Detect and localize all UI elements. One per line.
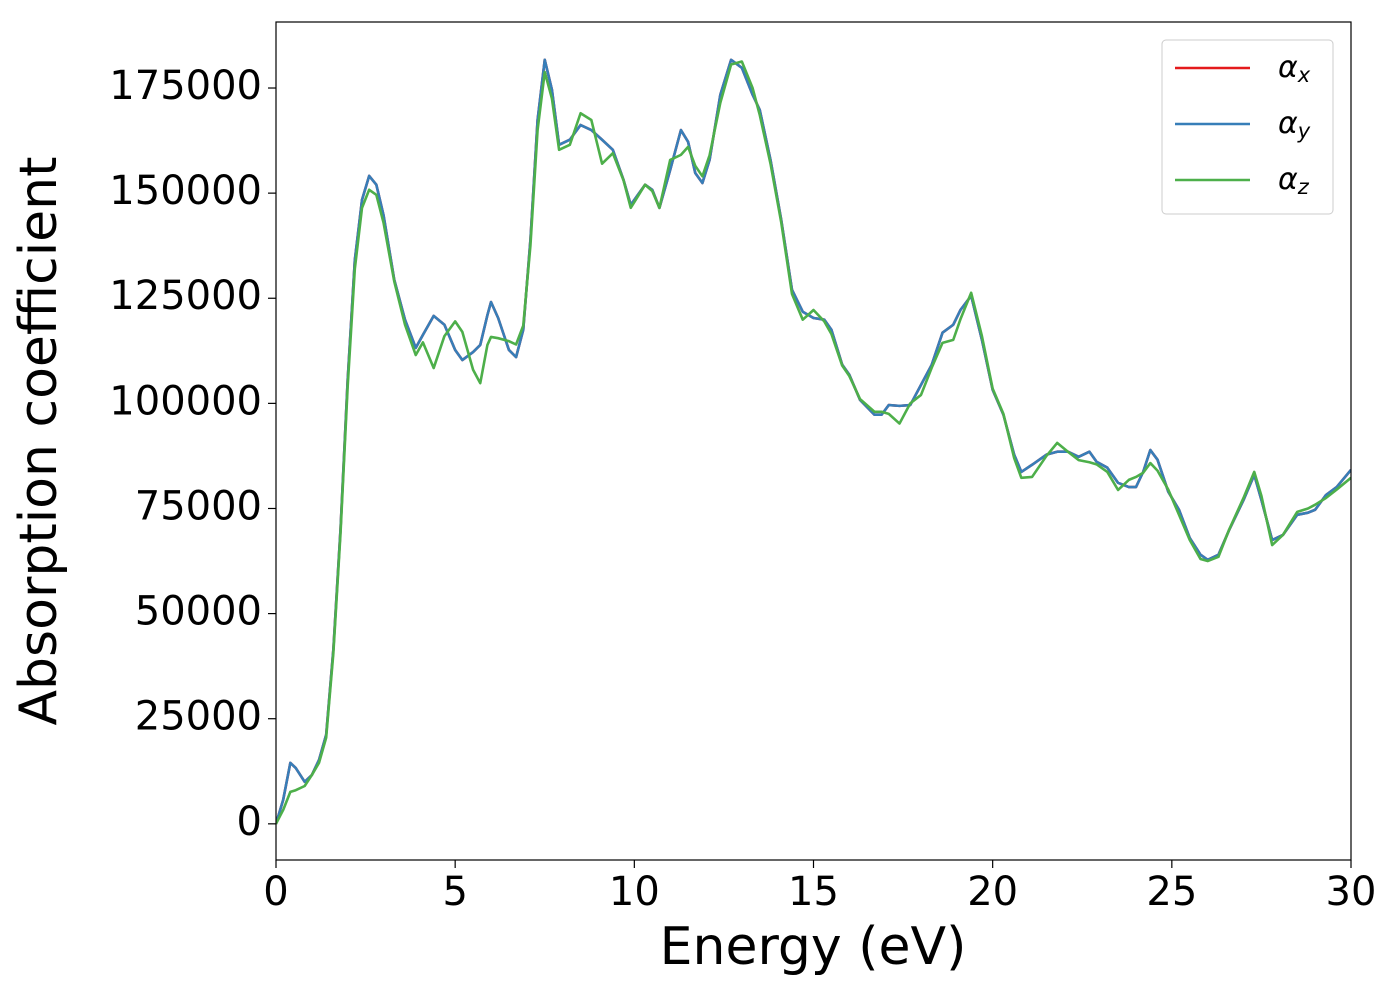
plot-frame	[275, 21, 1352, 861]
x-tick-label: 5	[442, 869, 467, 915]
x-tick-label: 15	[788, 869, 839, 915]
y-tick-label: 0	[237, 799, 262, 845]
y-tick-label: 175000	[109, 63, 262, 109]
legend-box	[1161, 39, 1334, 215]
x-tick-label: 0	[263, 869, 288, 915]
x-axis-label: Energy (eV)	[660, 917, 967, 977]
legend-label: αy	[1278, 106, 1311, 144]
x-tick-label: 20	[967, 869, 1018, 915]
y-tick-label: 100000	[109, 378, 262, 424]
legend-label: αx	[1278, 50, 1311, 88]
y-tick-label: 125000	[109, 273, 262, 319]
y-tick-label: 150000	[109, 168, 262, 214]
x-tick-label: 25	[1146, 869, 1197, 915]
series-line	[276, 60, 1351, 825]
legend-label: αz	[1278, 162, 1310, 200]
y-tick-label: 25000	[135, 694, 262, 740]
x-tick-label: 30	[1326, 869, 1377, 915]
x-tick-label: 10	[609, 869, 660, 915]
y-axis-label: Absorption coefficient	[9, 156, 69, 725]
y-tick-label: 75000	[135, 483, 262, 529]
y-tick-label: 50000	[135, 589, 262, 635]
plot	[276, 58, 1351, 825]
